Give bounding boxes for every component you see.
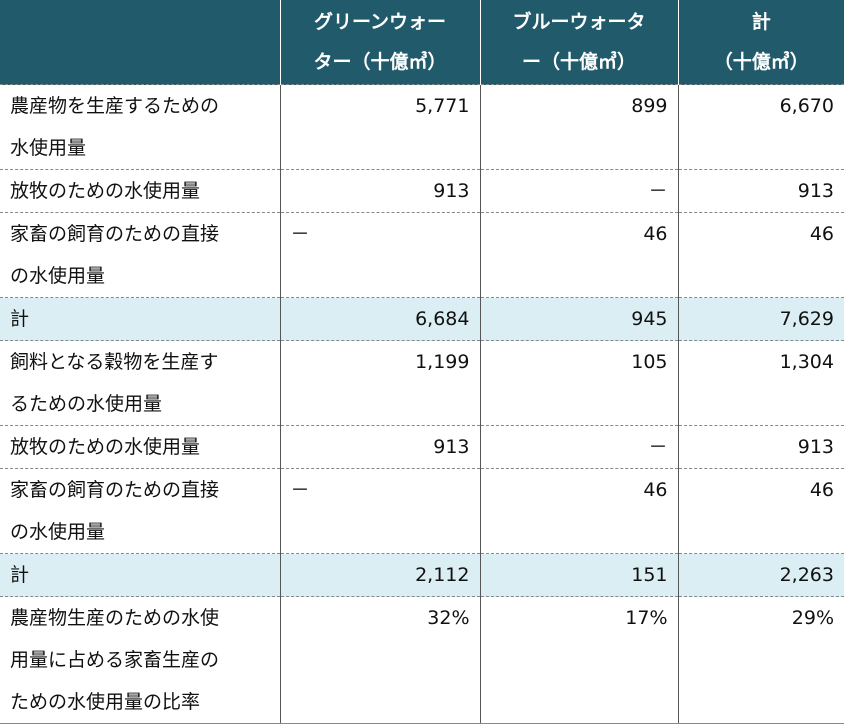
total-row: 計 6,684 945 7,629 (0, 297, 844, 341)
total-value: 913 (677, 169, 844, 213)
green-value: 913 (279, 169, 480, 213)
blue-value: － (479, 425, 678, 469)
table-row: 放牧のための水使用量 913 － 913 (0, 425, 844, 469)
table-row: 家畜の飼育のための直接 の水使用量 － 46 46 (0, 212, 844, 298)
blue-value: － (479, 169, 678, 213)
row-label: 家畜の飼育のための直接 の水使用量 (0, 468, 280, 554)
green-value: 5,771 (279, 84, 480, 170)
header-empty (0, 0, 280, 85)
row-label: 飼料となる穀物を生産す るための水使用量 (0, 340, 280, 426)
green-value: 2,112 (279, 553, 480, 597)
total-value: 2,263 (677, 553, 844, 597)
blue-value: 46 (479, 468, 678, 554)
row-label: 計 (0, 297, 280, 341)
green-value: － (279, 212, 480, 298)
table-row: 飼料となる穀物を生産す るための水使用量 1,199 105 1,304 (0, 340, 844, 426)
table-row: 農産物生産のための水使 用量に占める家畜生産の ための水使用量の比率 32% 1… (0, 596, 844, 724)
blue-value: 105 (479, 340, 678, 426)
table-row: 農産物を生産するための 水使用量 5,771 899 6,670 (0, 84, 844, 170)
total-value: 29% (677, 596, 844, 724)
header-total: 計 （十億㎥） (677, 0, 844, 85)
blue-value: 17% (479, 596, 678, 724)
green-value: 32% (279, 596, 480, 724)
green-value: 6,684 (279, 297, 480, 341)
blue-value: 945 (479, 297, 678, 341)
row-label: 放牧のための水使用量 (0, 169, 280, 213)
total-row: 計 2,112 151 2,263 (0, 553, 844, 597)
total-value: 7,629 (677, 297, 844, 341)
blue-value: 899 (479, 84, 678, 170)
header-row: グリーンウォー ター（十億㎥） ブルーウォータ ー（十億㎥） 計 （十億㎥） (0, 0, 844, 85)
total-value: 913 (677, 425, 844, 469)
blue-value: 46 (479, 212, 678, 298)
green-value: 1,199 (279, 340, 480, 426)
row-label: 放牧のための水使用量 (0, 425, 280, 469)
row-label: 農産物を生産するための 水使用量 (0, 84, 280, 170)
green-value: － (279, 468, 480, 554)
header-green-water: グリーンウォー ター（十億㎥） (279, 0, 480, 85)
header-blue-water: ブルーウォータ ー（十億㎥） (479, 0, 678, 85)
total-value: 46 (677, 212, 844, 298)
row-label: 農産物生産のための水使 用量に占める家畜生産の ための水使用量の比率 (0, 596, 280, 724)
total-value: 1,304 (677, 340, 844, 426)
table-row: 放牧のための水使用量 913 － 913 (0, 169, 844, 213)
total-value: 6,670 (677, 84, 844, 170)
blue-value: 151 (479, 553, 678, 597)
green-value: 913 (279, 425, 480, 469)
row-label: 家畜の飼育のための直接 の水使用量 (0, 212, 280, 298)
total-value: 46 (677, 468, 844, 554)
table-row: 家畜の飼育のための直接 の水使用量 － 46 46 (0, 468, 844, 554)
row-label: 計 (0, 553, 280, 597)
